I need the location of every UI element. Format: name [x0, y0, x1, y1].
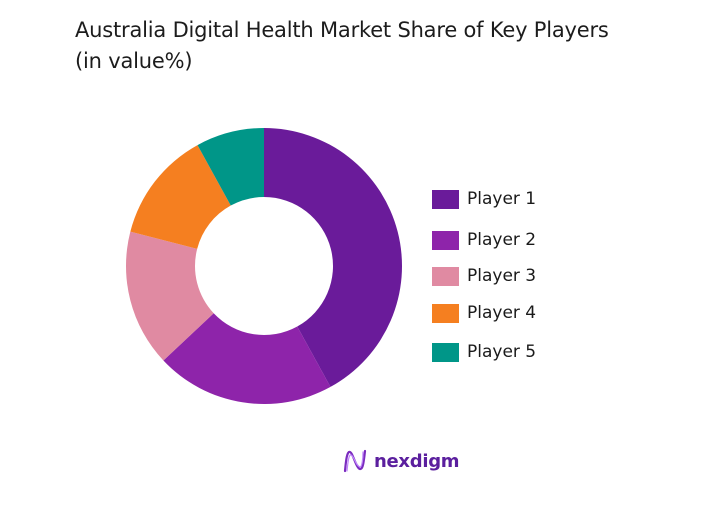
legend-label: Player 1: [467, 189, 537, 209]
legend-item-player-5: Player 5: [432, 342, 536, 362]
legend-item-player-1: Player 1: [432, 189, 536, 209]
legend-item-player-3: Player 3: [432, 266, 536, 286]
legend-item-player-2: Player 2: [432, 230, 536, 250]
chart-title-line2: (in value%): [75, 49, 193, 73]
chart-title-line1: Australia Digital Health Market Share of…: [75, 18, 609, 42]
donut-slice-5: [197, 128, 264, 206]
legend-label: Player 2: [467, 230, 537, 250]
legend-label: Player 5: [467, 342, 537, 362]
chart-title: Australia Digital Health Market Share of…: [75, 15, 609, 77]
brand-name: nexdigm: [374, 450, 460, 472]
brand-logo: nexdigm: [342, 448, 460, 474]
legend-item-player-4: Player 4: [432, 303, 536, 323]
donut-slice-4: [130, 145, 231, 249]
legend-label: Player 3: [467, 266, 537, 286]
legend-swatch: [432, 189, 459, 209]
donut-slice-1: [264, 128, 402, 387]
legend-label: Player 4: [467, 303, 537, 323]
nexdigm-logo-icon: [343, 449, 367, 473]
donut-slice-2: [163, 313, 331, 404]
legend-swatch: [432, 230, 459, 250]
donut-slice-3: [126, 231, 214, 361]
legend-swatch: [432, 303, 459, 323]
legend-swatch: [432, 266, 459, 286]
legend-swatch: [432, 342, 459, 362]
